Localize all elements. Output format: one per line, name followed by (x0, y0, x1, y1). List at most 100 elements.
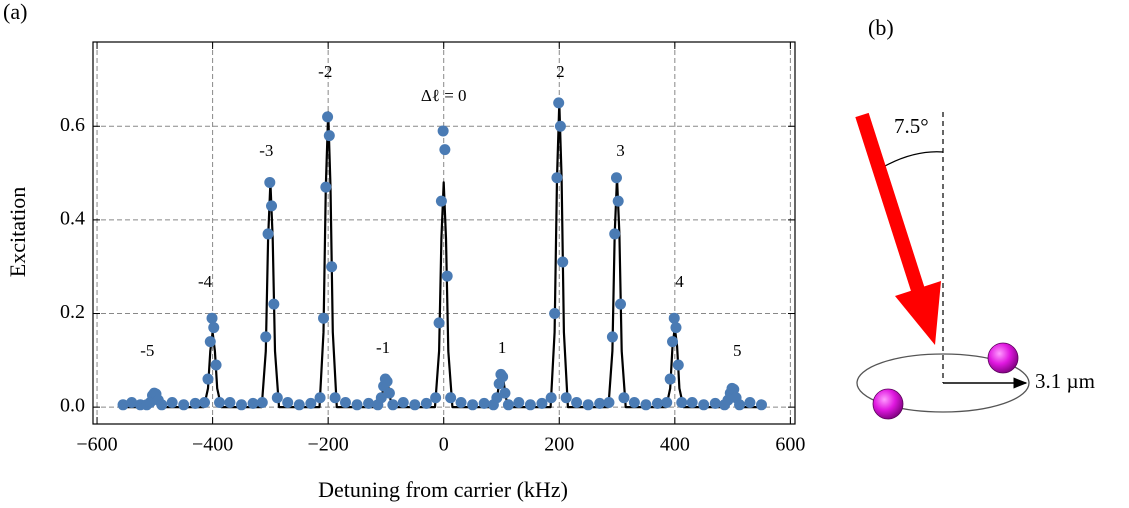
data-point (744, 396, 756, 408)
x-tick-label: 600 (775, 434, 805, 456)
x-tick-label: −200 (308, 434, 349, 456)
data-point (204, 336, 216, 348)
data-point (433, 317, 445, 329)
data-point (126, 396, 138, 408)
diagram: (b) 7.5° 3.1 µm (855, 15, 1095, 420)
peak-label: -4 (198, 272, 213, 291)
data-point (323, 130, 335, 142)
data-point (381, 375, 393, 387)
data-point (478, 397, 490, 409)
data-point (397, 396, 409, 408)
data-point (513, 396, 525, 408)
peak-label: Δℓ = 0 (421, 86, 467, 105)
y-tick-label: 0.2 (60, 301, 85, 323)
panel-label: (a) (3, 0, 27, 24)
data-point (439, 144, 451, 156)
data-point (256, 396, 268, 408)
orbit (856, 353, 1030, 413)
data-point (318, 312, 330, 324)
data-point (214, 396, 226, 408)
data-point (262, 228, 274, 240)
data-point (640, 399, 652, 411)
data-point (314, 392, 326, 404)
laser-beam (855, 112, 925, 293)
data-point (686, 396, 698, 408)
x-axis-label: Detuning from carrier (kHz) (318, 477, 568, 502)
data-point (551, 172, 563, 184)
data-point (441, 270, 453, 282)
data-point (235, 399, 247, 411)
data-point (553, 97, 565, 109)
data-point (208, 322, 220, 334)
data-point (668, 312, 680, 324)
data-point (709, 397, 721, 409)
data-point (582, 399, 594, 411)
data-point (571, 396, 583, 408)
x-tick-label: 200 (544, 434, 574, 456)
peak-label: -1 (376, 338, 390, 357)
data-point (210, 359, 222, 371)
ion (987, 342, 1019, 374)
data-point (612, 195, 624, 207)
data-point (491, 392, 503, 404)
y-tick-label: 0.6 (60, 114, 85, 136)
data-point (549, 308, 561, 320)
data-point (615, 298, 627, 310)
x-tick-label: −400 (192, 434, 233, 456)
data-point (117, 399, 129, 411)
x-tick-label: −600 (76, 434, 117, 456)
peak-label: -2 (318, 62, 332, 81)
data-point (224, 396, 236, 408)
data-point (609, 228, 621, 240)
data-point (189, 397, 201, 409)
peak-label: -3 (259, 141, 273, 160)
data-point (156, 399, 168, 411)
data-point (322, 111, 334, 123)
laser-arrowhead (895, 281, 941, 345)
data-point (264, 176, 276, 188)
data-point (594, 397, 606, 409)
data-point (202, 373, 214, 385)
axes-frame (92, 41, 796, 425)
data-point (420, 397, 432, 409)
data-point (536, 397, 548, 409)
data-point (455, 396, 467, 408)
data-point (560, 392, 572, 404)
data-point (178, 399, 190, 411)
data-point (524, 399, 536, 411)
peak-label: 2 (556, 62, 565, 81)
peak-label: 1 (498, 338, 507, 357)
plot-area: −600 −400 −200 0 200 400 600 0.0 0.2 0.4 0.6 -5 -4 -3… (60, 42, 805, 456)
data-point (728, 383, 740, 395)
data-point (610, 172, 622, 184)
data-point (670, 322, 682, 334)
data-point (661, 396, 673, 408)
data-point (557, 256, 569, 268)
data-point (734, 399, 746, 411)
data-point (651, 397, 663, 409)
data-point (603, 396, 615, 408)
data-point (667, 336, 679, 348)
data-point (672, 359, 684, 371)
data-point (206, 312, 218, 324)
y-tick-label: 0.4 (60, 207, 85, 229)
data-point (664, 373, 676, 385)
panel-label: (b) (868, 15, 894, 40)
data-point (698, 399, 710, 411)
data-point (606, 331, 618, 343)
data-point (383, 387, 395, 399)
peak-label: 3 (616, 141, 625, 160)
data-point (502, 399, 514, 411)
data-point (445, 392, 457, 404)
data-point (351, 399, 363, 411)
peak-label: -5 (140, 341, 154, 360)
data-point (282, 396, 294, 408)
data-point (247, 397, 259, 409)
data-point (499, 387, 511, 399)
x-tick-label: 400 (660, 434, 690, 456)
peak-label: 5 (733, 341, 742, 360)
data-point (268, 298, 280, 310)
data-point (467, 399, 479, 411)
data-point (628, 396, 640, 408)
